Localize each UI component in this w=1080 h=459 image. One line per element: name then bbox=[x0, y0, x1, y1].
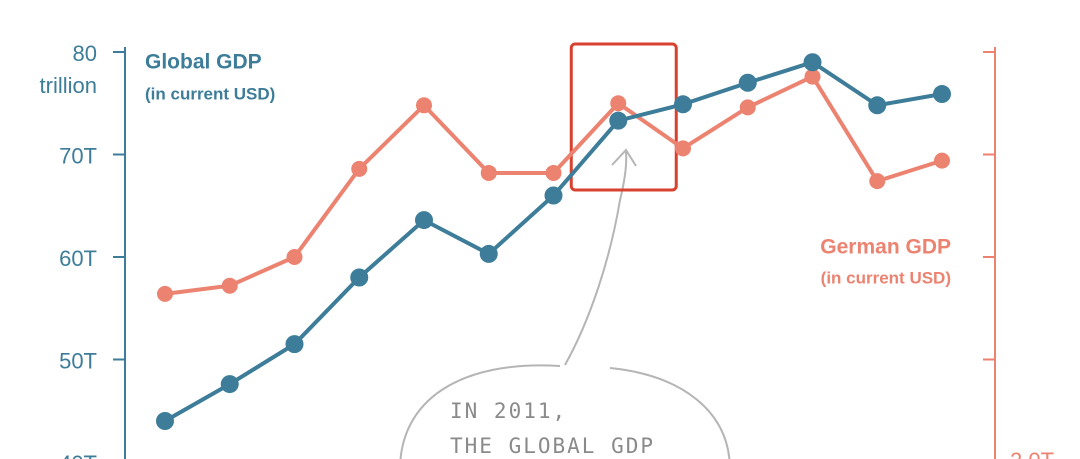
data-point bbox=[934, 152, 950, 169]
series-note: (in current USD) bbox=[821, 268, 951, 287]
data-point bbox=[285, 335, 304, 354]
y2-tick-label: 2.0T bbox=[1010, 448, 1054, 459]
data-point bbox=[739, 99, 756, 116]
data-point bbox=[610, 95, 627, 112]
data-point bbox=[351, 160, 368, 177]
y-unit-label: trillion bbox=[40, 73, 97, 98]
data-point bbox=[609, 111, 628, 130]
series-label: Global GDP bbox=[145, 51, 262, 74]
data-point bbox=[738, 73, 757, 92]
series-note: (in current USD) bbox=[145, 84, 275, 103]
y-tick-label: 40T bbox=[59, 451, 97, 459]
data-point bbox=[480, 164, 497, 181]
highlight-box bbox=[569, 42, 678, 192]
data-point bbox=[868, 96, 887, 115]
annotation-text: IN 2011, bbox=[450, 399, 567, 423]
data-point bbox=[415, 211, 433, 230]
y-tick-label: 60T bbox=[59, 246, 97, 271]
data-point bbox=[479, 244, 498, 263]
data-point bbox=[416, 97, 432, 114]
data-point bbox=[286, 249, 303, 265]
data-point bbox=[221, 277, 238, 294]
data-point bbox=[544, 186, 563, 205]
series-line bbox=[164, 74, 943, 296]
data-point bbox=[675, 140, 691, 157]
data-point bbox=[156, 412, 174, 430]
data-point bbox=[545, 164, 562, 181]
y-tick-label: 80 bbox=[73, 41, 97, 66]
data-point bbox=[674, 95, 692, 114]
data-point bbox=[220, 375, 239, 394]
data-point bbox=[157, 285, 173, 302]
annotation-text: THE GLOBAL GDP bbox=[450, 434, 655, 458]
data-point bbox=[350, 268, 369, 287]
annotation-bubble bbox=[399, 364, 731, 459]
data-point bbox=[933, 85, 951, 104]
data-point bbox=[804, 68, 821, 85]
y-tick-label: 70T bbox=[59, 143, 97, 168]
y-tick-label: 50T bbox=[59, 348, 97, 373]
data-point bbox=[803, 53, 822, 72]
data-point bbox=[869, 173, 886, 190]
series-label: German GDP bbox=[820, 236, 951, 259]
annotation-arrow bbox=[564, 148, 637, 366]
